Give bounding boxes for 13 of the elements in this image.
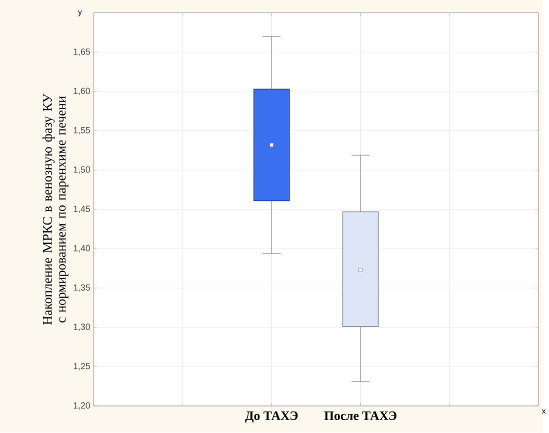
y-tick-label: 1,50 (74, 166, 90, 174)
x-tick-label: До ТАХЭ (245, 412, 298, 423)
y-tick-label: 1,65 (74, 48, 90, 56)
y-tick-label: 1,55 (74, 127, 90, 135)
y-axis-title: Накопление МРКС в венозную фазу КУ с нормированием по паренхиме печени (42, 94, 68, 325)
y-tick-label: 1,45 (74, 206, 90, 214)
y-tick-label: 1,60 (74, 88, 90, 96)
y-tick-label: 1,40 (74, 245, 90, 253)
y-tick-label: 1,30 (74, 324, 90, 332)
y-tick-label: 1,35 (74, 284, 90, 292)
x-tick-label: После ТАХЭ (324, 412, 396, 420)
y-tick-label: 1,25 (74, 363, 90, 370)
y-tick-label: 1,20 (74, 402, 90, 410)
